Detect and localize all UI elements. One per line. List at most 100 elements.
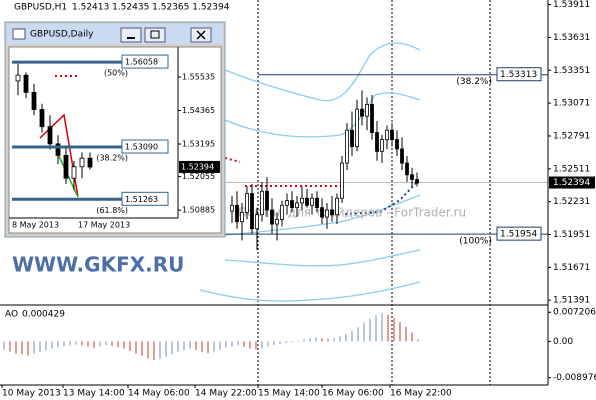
candle-body	[87, 157, 93, 168]
candle-body	[325, 209, 329, 218]
candle-body	[79, 157, 85, 168]
inset-y-tick-label: 1.50885	[182, 206, 215, 215]
window-icon	[12, 28, 26, 40]
y-tick-label: 1.53631	[553, 33, 590, 43]
y-tick-label: 1.53071	[553, 99, 590, 109]
y-tick-label: 1.52791	[553, 131, 590, 141]
x-tick-label: 14 May 06:00	[128, 389, 190, 399]
candle-body	[310, 197, 314, 206]
fibo-ratio: (100%)	[459, 237, 492, 247]
outer-band	[199, 281, 421, 302]
candle-body	[240, 211, 244, 223]
inset-y-tick-label: 1.54365	[182, 106, 215, 115]
inset-fibo-box	[121, 191, 169, 206]
candle-body	[330, 209, 334, 216]
indicator-value: 0.000429	[22, 310, 65, 320]
candle-body	[345, 129, 349, 164]
x-tick-label: 15 May 14:00	[258, 389, 320, 399]
candle-body	[385, 129, 389, 140]
y-tick-label: 1.51391	[553, 296, 590, 306]
candle-body	[285, 200, 289, 206]
inset-price-label: 1.52394	[181, 162, 214, 171]
maximize-button[interactable]	[144, 27, 166, 43]
title-bar	[7, 24, 223, 44]
parabolic-sar-blue	[344, 182, 417, 215]
inset-fibo-box	[121, 139, 169, 154]
lower-band	[224, 249, 421, 267]
inset-y-tick-label: 1.53195	[182, 140, 215, 149]
minimize-button[interactable]	[120, 27, 142, 43]
watermark: Портал для трейдеров - ForTrader.ru	[238, 206, 466, 220]
inset-fibo-ratio: (61.8%)	[96, 206, 128, 215]
envelope-bands	[199, 42, 421, 302]
candle-body	[335, 197, 339, 216]
fibo-price: 1.53313	[500, 70, 537, 80]
fibo-ratio: (38.2%)	[456, 77, 492, 87]
brand: WWW.GKFX.RU	[12, 253, 184, 277]
fibo-price: 1.51954	[500, 230, 537, 240]
candle-body	[405, 162, 409, 176]
ao-tick-label: -0.008976	[553, 373, 596, 383]
y-tick-label: 1.51951	[553, 230, 590, 240]
candle-body	[245, 193, 249, 213]
candle-body	[250, 193, 254, 230]
ao-tick-label: 0.00	[553, 337, 573, 347]
current-price-box	[549, 176, 595, 189]
candle-body	[55, 143, 61, 156]
candle-body	[395, 139, 399, 150]
inset-fibo-ratio: (38.2%)	[96, 154, 128, 163]
candle-body	[315, 197, 319, 209]
fibo-price-box	[496, 226, 542, 241]
candle-body	[355, 108, 359, 148]
inset-fibo-price: 1.53090	[125, 143, 158, 152]
window-title: GBPUSD,Daily	[30, 30, 94, 40]
candle-body	[360, 108, 364, 117]
y-tick-label: 1.52231	[553, 197, 590, 207]
candle-body	[400, 148, 404, 164]
x-tick-label: 16 May 06:00	[322, 389, 384, 399]
candle-body	[370, 104, 374, 133]
inset-y-tick-label: 1.52055	[182, 172, 215, 181]
current-price-label: 1.52394	[553, 178, 590, 188]
candle-body	[295, 202, 299, 209]
candle-body	[260, 190, 264, 216]
inset-fibo-box	[121, 54, 169, 69]
candle-body	[320, 207, 324, 218]
candle-body	[305, 197, 309, 206]
candle-body	[275, 218, 279, 225]
x-tick-label: 10 May 2013	[2, 389, 61, 399]
candle-body	[290, 200, 294, 209]
inset-fibo-ratio: (50%)	[104, 69, 128, 78]
candle-body	[375, 132, 379, 152]
candle-body	[230, 204, 234, 212]
x-tick-label: 16 May 22:00	[390, 389, 452, 399]
candle-body	[31, 91, 37, 110]
upper-band	[224, 42, 421, 102]
candle-body	[63, 154, 69, 179]
close-icon	[196, 30, 206, 40]
candle-body	[71, 166, 77, 179]
candle-body	[23, 74, 29, 93]
inset-time-label: 17 May 2013	[78, 221, 130, 230]
candle-body	[380, 139, 384, 152]
candle-body	[415, 179, 419, 184]
y-tick-label: 1.53351	[553, 66, 590, 76]
indicator-name: AO	[5, 310, 18, 320]
quote: 1.52413 1.52435 1.52365 1.52394	[72, 3, 230, 13]
daily-window: GBPUSD,Daily 1.55535 1.54365 1.53195 1.5205…	[4, 21, 226, 238]
y-tick-label: 1.53911	[553, 0, 590, 10]
candle-body	[47, 126, 53, 145]
candle-body	[350, 129, 354, 148]
inset-time-label: 8 May 2013	[12, 221, 59, 230]
candle-body	[365, 104, 369, 117]
maximize-icon	[150, 30, 160, 39]
candle-body	[255, 214, 259, 230]
ao-tick-label: 0.007206	[553, 308, 596, 318]
symbol: GBPUSD,H1	[14, 3, 67, 13]
candle-body	[270, 209, 274, 225]
candle-body	[280, 204, 284, 220]
upper-inner-band	[224, 92, 421, 138]
fibo-price-box	[496, 67, 542, 82]
candle-body	[265, 190, 269, 211]
